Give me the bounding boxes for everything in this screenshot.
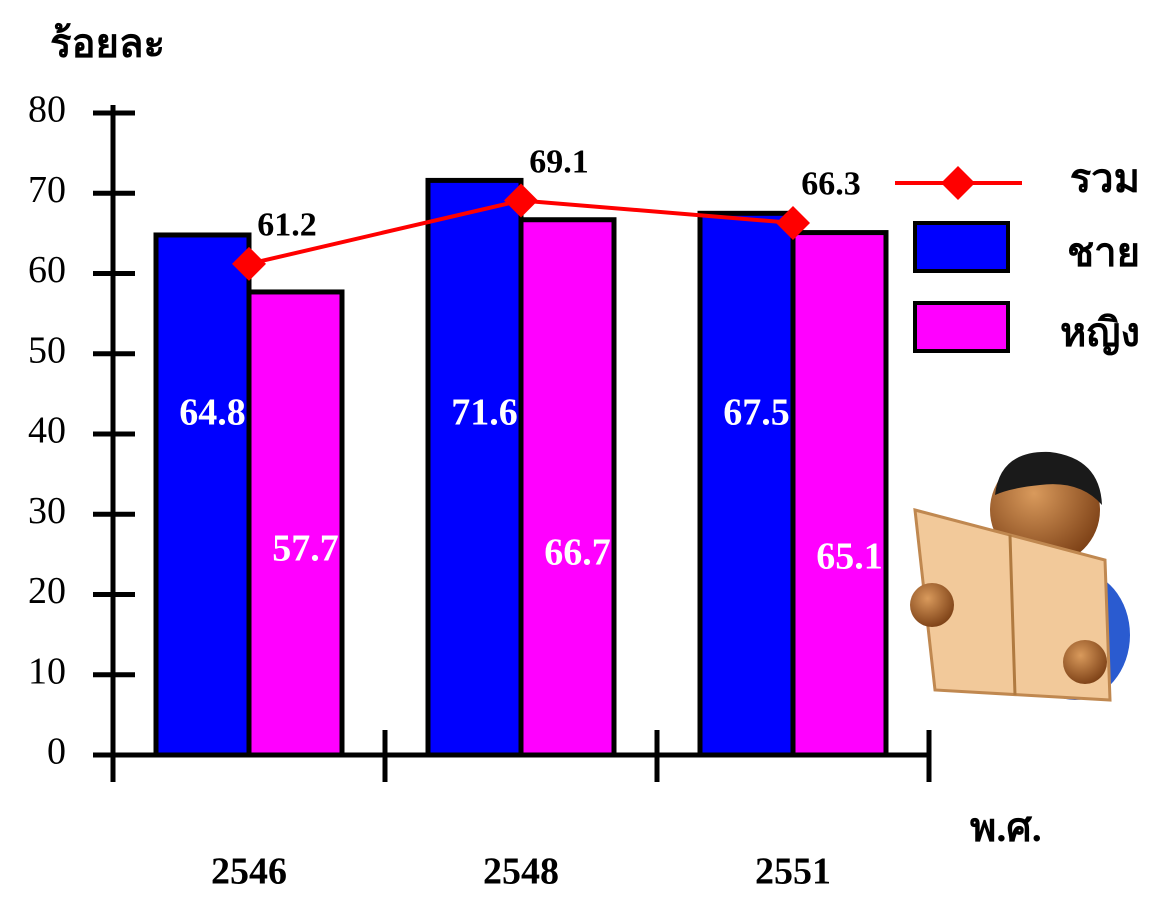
y-tick-label: 50 (28, 329, 66, 371)
x-tick-label: 2551 (755, 851, 831, 893)
y-tick-label: 70 (28, 169, 66, 211)
legend-swatch (913, 301, 1010, 353)
y-tick-label: 20 (28, 570, 66, 612)
bar-value-label: 57.7 (272, 528, 339, 570)
bar-value-label: 71.6 (451, 392, 518, 434)
y-tick-label: 30 (28, 490, 66, 532)
x-tick-label: 2546 (211, 851, 287, 893)
bar-value-label: 64.8 (179, 392, 246, 434)
y-tick-label: 10 (28, 650, 66, 692)
line-value-label: 61.2 (257, 207, 317, 244)
line-marker (504, 183, 538, 218)
bar (697, 210, 796, 758)
reader-icon (910, 451, 1130, 702)
y-tick-label: 80 (28, 89, 66, 131)
line-value-label: 66.3 (801, 166, 861, 203)
legend-marker (941, 166, 975, 200)
x-axis-label: พ.ศ. (970, 805, 1042, 850)
y-axis-label: ร้อยละ (50, 21, 165, 66)
y-tick-label: 0 (47, 731, 66, 773)
line-value-label: 69.1 (529, 143, 589, 180)
bar-value-label: 67.5 (723, 392, 790, 434)
bar (153, 232, 252, 758)
bar-value-label: 65.1 (816, 536, 883, 578)
line-marker (776, 205, 810, 240)
bar (790, 230, 889, 758)
y-tick-label: 60 (28, 249, 66, 291)
bar (246, 289, 345, 758)
line-marker (232, 246, 266, 281)
x-tick-label: 2548 (483, 851, 559, 893)
bar (425, 177, 524, 758)
bar (518, 217, 617, 758)
legend-label: หญิง (1060, 310, 1140, 356)
legend-label: รวม (1070, 156, 1140, 201)
y-tick-label: 40 (28, 410, 66, 452)
legend-swatch (913, 221, 1010, 273)
legend-label: ชาย (1067, 230, 1140, 275)
bar-value-label: 66.7 (544, 532, 611, 574)
